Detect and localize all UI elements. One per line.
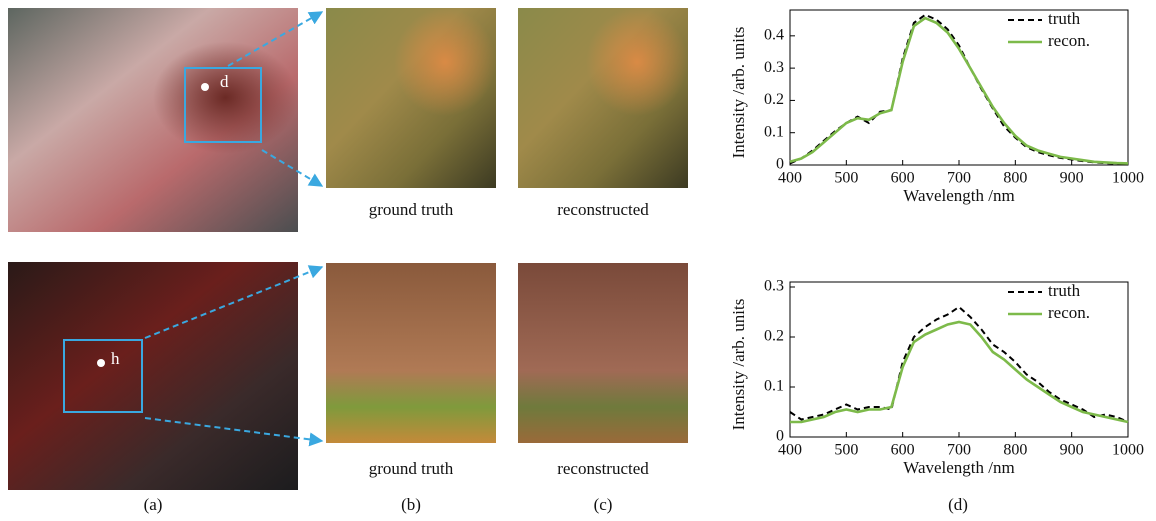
photo-b-top [326,8,496,188]
legend-label: recon. [1048,31,1090,50]
photo-a-top [8,8,298,232]
x-tick-label: 900 [1060,170,1084,187]
photo-a-bottom [8,262,298,490]
y-axis-label: Intensity /arb. units [729,299,748,431]
y-tick-label: 0 [776,156,784,173]
x-tick-label: 800 [1003,442,1027,459]
y-tick-label: 0.1 [764,378,784,395]
point-marker [201,83,209,91]
panel-label: (c) [594,495,613,514]
y-tick-label: 0.4 [764,27,784,44]
panel-label: (d) [948,495,968,514]
line-series [790,307,1128,422]
y-tick-label: 0.1 [764,123,784,140]
y-tick-label: 0.3 [764,59,784,76]
panel-label: (b) [401,495,421,514]
caption: ground truth [369,200,454,219]
photo-c-bottom [518,263,688,443]
point-label: h [111,349,120,368]
caption: reconstructed [557,459,649,478]
photo-c-top [518,8,688,188]
y-tick-label: 0.3 [764,278,784,295]
legend-label: truth [1048,281,1081,300]
x-tick-label: 700 [947,442,971,459]
x-tick-label: 1000 [1112,170,1144,187]
panel-label: (a) [144,495,163,514]
legend-label: recon. [1048,303,1090,322]
y-tick-label: 0.2 [764,328,784,345]
figure: d h ground truth reconstructed ground tr… [0,0,1156,521]
caption: ground truth [369,459,454,478]
x-tick-label: 800 [1003,170,1027,187]
x-axis-label: Wavelength /nm [903,458,1014,477]
x-tick-label: 1000 [1112,442,1144,459]
photo-b-bottom [326,263,496,443]
x-tick-label: 600 [891,170,915,187]
x-tick-label: 700 [947,170,971,187]
y-axis-label: Intensity /arb. units [729,27,748,159]
x-tick-label: 900 [1060,442,1084,459]
legend-label: truth [1048,9,1081,28]
y-tick-label: 0 [776,428,784,445]
x-tick-label: 600 [891,442,915,459]
x-tick-label: 500 [834,442,858,459]
caption: reconstructed [557,200,649,219]
y-tick-label: 0.2 [764,91,784,108]
x-axis-label: Wavelength /nm [903,186,1014,205]
point-label: d [220,72,229,91]
x-tick-label: 500 [834,170,858,187]
point-marker [97,359,105,367]
